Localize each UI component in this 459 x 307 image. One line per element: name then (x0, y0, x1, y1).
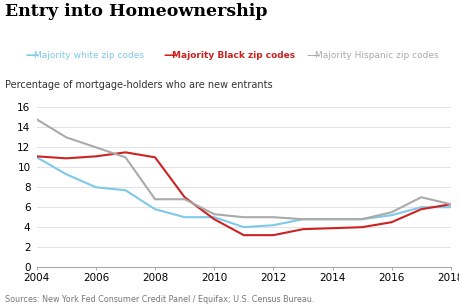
Majority white zip codes (241, 225, 246, 229)
Majority white zip codes (300, 217, 305, 221)
Majority Hispanic zip codes (388, 210, 393, 214)
Majority white zip codes (418, 205, 423, 209)
Majority Hispanic zip codes (211, 212, 217, 216)
Majority white zip codes (447, 205, 453, 209)
Majority Black zip codes (63, 157, 69, 160)
Majority white zip codes (329, 217, 335, 221)
Majority Black zip codes (270, 233, 275, 237)
Text: Sources: New York Fed Consumer Credit Panel / Equifax; U.S. Census Bureau.: Sources: New York Fed Consumer Credit Pa… (5, 295, 313, 304)
Text: Majority white zip codes: Majority white zip codes (34, 51, 144, 60)
Majority Hispanic zip codes (358, 217, 364, 221)
Text: —: — (163, 49, 175, 62)
Majority white zip codes (93, 185, 99, 189)
Majority Hispanic zip codes (123, 155, 128, 159)
Majority Black zip codes (418, 208, 423, 211)
Majority Black zip codes (300, 227, 305, 231)
Majority white zip codes (63, 173, 69, 176)
Majority Hispanic zip codes (152, 197, 157, 201)
Majority Black zip codes (93, 154, 99, 158)
Majority Black zip codes (152, 155, 157, 159)
Majority Hispanic zip codes (447, 202, 453, 206)
Majority Hispanic zip codes (181, 197, 187, 201)
Majority Black zip codes (358, 225, 364, 229)
Majority Hispanic zip codes (418, 196, 423, 199)
Majority Black zip codes (211, 217, 217, 221)
Majority Hispanic zip codes (329, 217, 335, 221)
Majority Hispanic zip codes (93, 146, 99, 149)
Text: —: — (25, 49, 38, 62)
Majority Black zip codes (123, 150, 128, 154)
Text: Majority Hispanic zip codes: Majority Hispanic zip codes (314, 51, 438, 60)
Text: Entry into Homeownership: Entry into Homeownership (5, 3, 267, 20)
Majority Black zip codes (181, 196, 187, 199)
Majority white zip codes (34, 155, 39, 159)
Majority Hispanic zip codes (63, 135, 69, 139)
Majority Hispanic zip codes (241, 216, 246, 219)
Majority Hispanic zip codes (300, 217, 305, 221)
Majority white zip codes (152, 208, 157, 211)
Majority Black zip codes (34, 154, 39, 158)
Majority white zip codes (270, 223, 275, 227)
Majority Hispanic zip codes (270, 216, 275, 219)
Majority Black zip codes (241, 233, 246, 237)
Line: Majority Hispanic zip codes: Majority Hispanic zip codes (37, 119, 450, 219)
Majority white zip codes (181, 216, 187, 219)
Majority Hispanic zip codes (34, 118, 39, 121)
Text: Percentage of mortgage-holders who are new entrants: Percentage of mortgage-holders who are n… (5, 80, 272, 90)
Majority white zip codes (388, 213, 393, 217)
Line: Majority white zip codes: Majority white zip codes (37, 157, 450, 227)
Majority Black zip codes (447, 202, 453, 206)
Majority white zip codes (358, 217, 364, 221)
Majority Black zip codes (329, 226, 335, 230)
Majority white zip codes (123, 188, 128, 192)
Line: Majority Black zip codes: Majority Black zip codes (37, 152, 450, 235)
Majority Black zip codes (388, 220, 393, 224)
Text: —: — (305, 49, 318, 62)
Text: Majority Black zip codes: Majority Black zip codes (172, 51, 295, 60)
Majority white zip codes (211, 216, 217, 219)
